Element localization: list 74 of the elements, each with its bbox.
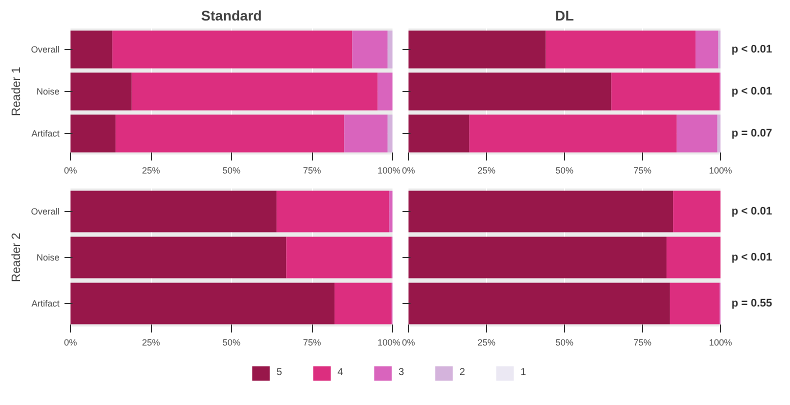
text: p < 0.01 — [732, 252, 772, 264]
x-tick-label: 100% — [708, 166, 732, 176]
x-tick-label: 0% — [402, 166, 416, 176]
text: p = 0.55 — [732, 298, 772, 310]
bar — [388, 30, 392, 68]
y-tick-label: Noise — [36, 252, 60, 262]
legend-label: 5 — [276, 367, 284, 378]
bar — [276, 190, 390, 232]
bar — [70, 190, 277, 232]
bar — [696, 30, 718, 68]
bar — [344, 114, 388, 152]
x-tick-label: 100% — [708, 338, 732, 348]
x-tick-label: 50% — [555, 166, 574, 176]
x-tick-label: 25% — [477, 166, 496, 176]
bar — [70, 72, 132, 110]
y-tick-label: Overall — [30, 206, 60, 216]
bar — [389, 190, 392, 232]
bar — [717, 114, 720, 152]
y-tick-label: Artifact — [31, 298, 60, 308]
bar — [666, 236, 720, 278]
bar — [408, 114, 470, 152]
x-tick-label: 25% — [142, 338, 160, 348]
x-tick-label: 100% — [377, 166, 401, 176]
bar — [70, 114, 116, 152]
bar — [132, 72, 378, 110]
bar — [378, 72, 392, 110]
x-tick-label: 75% — [633, 338, 652, 348]
bar — [388, 114, 392, 152]
y-axis-title: Reader 1 — [8, 66, 23, 116]
x-tick-label: 50% — [555, 338, 574, 348]
bar — [546, 30, 696, 68]
bar — [469, 114, 677, 152]
bar — [676, 114, 718, 152]
y-tick-label: Overall — [30, 44, 60, 54]
y-axis-title: Reader 2 — [8, 232, 23, 282]
text: p < 0.01 — [732, 86, 772, 98]
y-tick-label: Artifact — [31, 128, 60, 138]
bar — [670, 282, 720, 324]
bar — [408, 30, 546, 68]
bar — [408, 282, 670, 324]
bar — [408, 236, 667, 278]
x-tick-label: 0% — [64, 166, 78, 176]
legend-label: 4 — [338, 367, 344, 378]
x-tick-label: 0% — [64, 338, 78, 348]
bar — [352, 30, 388, 68]
text: p = 0.07 — [732, 128, 772, 140]
bar — [70, 282, 335, 324]
x-tick-label: 75% — [302, 338, 322, 348]
x-tick-label: 75% — [633, 166, 652, 176]
legend-label: 1 — [520, 367, 528, 378]
x-tick-label: 50% — [222, 166, 241, 176]
bar — [116, 114, 344, 152]
bar — [334, 282, 392, 324]
x-tick-label: 25% — [142, 166, 160, 176]
x-tick-label: 100% — [377, 338, 401, 348]
x-tick-label: 0% — [402, 338, 416, 348]
bar — [408, 72, 612, 110]
bar — [70, 236, 286, 278]
legend-label: 2 — [460, 367, 466, 378]
chart-title: DL — [555, 8, 574, 24]
bar — [70, 30, 112, 68]
bar — [611, 72, 720, 110]
x-tick-label: 75% — [302, 166, 322, 176]
legend-label: 3 — [398, 367, 406, 378]
x-tick-label: 25% — [477, 338, 496, 348]
text: p < 0.01 — [732, 44, 772, 56]
text: p < 0.01 — [732, 206, 772, 218]
bar — [408, 190, 674, 232]
chart-title: Standard — [201, 8, 262, 24]
bar — [112, 30, 352, 68]
x-tick-label: 50% — [222, 338, 241, 348]
bar — [286, 236, 392, 278]
bar — [673, 190, 720, 232]
y-tick-label: Noise — [36, 86, 60, 96]
